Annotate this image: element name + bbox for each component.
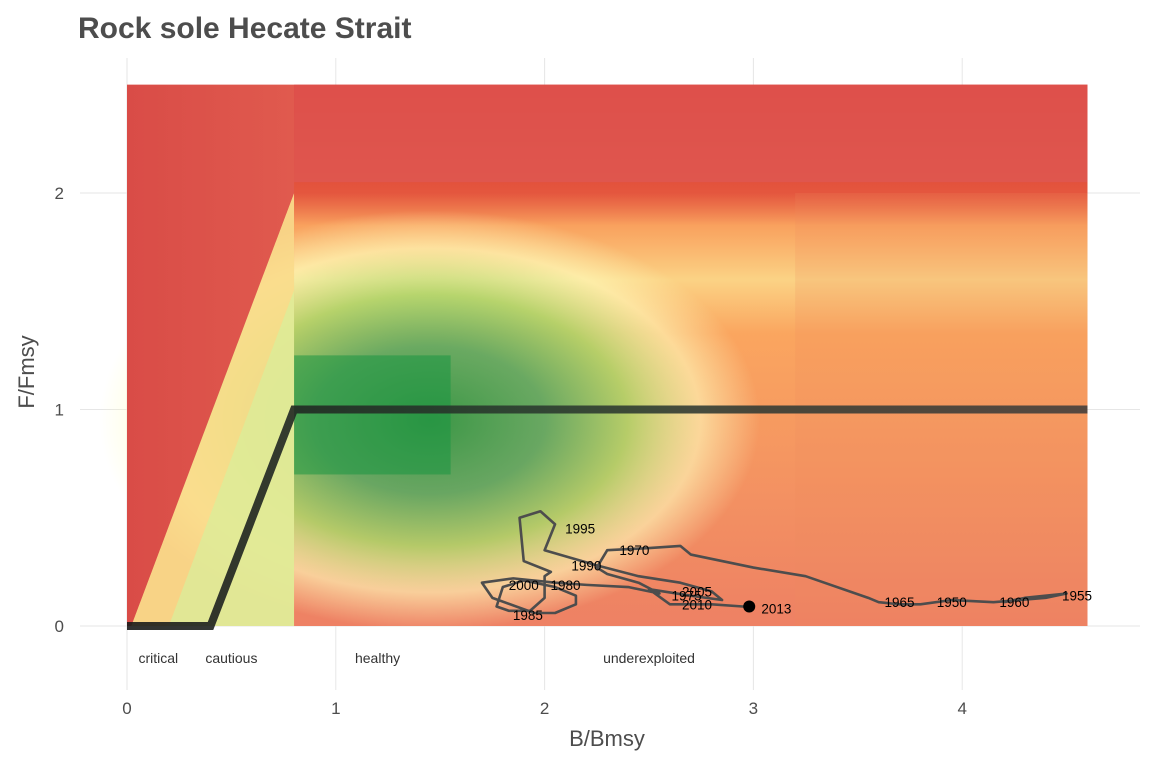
- year-label: 2005: [682, 584, 712, 599]
- year-label: 1960: [999, 595, 1029, 610]
- zone-label: cautious: [205, 650, 257, 666]
- bg-top-red: [294, 84, 1088, 183]
- year-label: 2010: [682, 597, 712, 612]
- chart-title: Rock sole Hecate Strait: [78, 12, 411, 45]
- x-axis-ticks: 0 1 2 3 4: [122, 699, 967, 718]
- bg-green-core: [294, 355, 451, 475]
- kobe-background: [99, 84, 1088, 631]
- bg-cautious-green: [168, 290, 295, 626]
- trajectory-line: [480, 509, 1068, 615]
- year-label: 1970: [619, 543, 649, 558]
- x-tick-label: 1: [331, 699, 340, 718]
- harvest-control-rule: [127, 405, 1088, 630]
- year-label: 2000: [509, 578, 539, 593]
- hcr-line: [127, 405, 1088, 630]
- y-axis-title: F/Fmsy: [14, 335, 39, 408]
- zone-labels: critical cautious healthy underexploited: [138, 650, 694, 666]
- y-tick-label: 0: [55, 617, 64, 636]
- zone-label: critical: [138, 650, 178, 666]
- y-tick-label: 1: [55, 401, 64, 420]
- zone-label: underexploited: [603, 650, 695, 666]
- year-label: 1985: [513, 608, 543, 623]
- year-label: 1995: [565, 522, 595, 537]
- year-label: 2013: [761, 602, 791, 617]
- x-tick-label: 0: [122, 699, 131, 718]
- year-label: 1990: [571, 558, 601, 573]
- year-labels: 1950 1955 1960 1965 1970 1975 1980 1985 1990 1995…: [509, 522, 1092, 624]
- year-label: 1965: [885, 595, 915, 610]
- y-axis-ticks: 0 1 2: [55, 184, 64, 636]
- x-tick-label: 2: [540, 699, 549, 718]
- bg-critical-red: [127, 84, 295, 626]
- x-axis-title: B/Bmsy: [569, 726, 645, 751]
- year-label: 1980: [550, 578, 580, 593]
- x-tick-label: 4: [957, 699, 966, 718]
- current-year-point: [743, 600, 756, 613]
- year-label: 1975: [672, 589, 702, 604]
- stock-trajectory: [480, 509, 1068, 615]
- year-label: 1955: [1062, 589, 1092, 604]
- zone-label: healthy: [355, 650, 400, 666]
- y-tick-label: 2: [55, 184, 64, 203]
- x-tick-label: 3: [749, 699, 758, 718]
- year-label: 1950: [937, 595, 967, 610]
